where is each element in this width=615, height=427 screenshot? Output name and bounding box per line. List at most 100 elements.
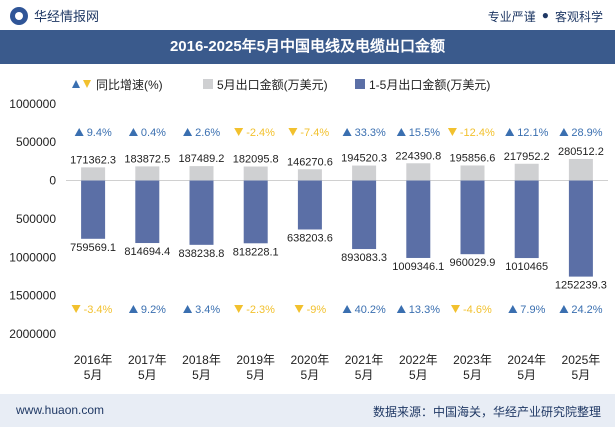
bar-monthly — [352, 165, 377, 181]
growth-monthly-label: -7.4% — [300, 127, 329, 139]
data-label-monthly: 182095.8 — [233, 154, 279, 166]
bar-monthly — [514, 163, 539, 181]
chart-title: 2016-2025年5月中国电线及电缆出口金额 — [169, 38, 446, 55]
growth-cumulative-down-icon — [71, 305, 81, 313]
growth-cumulative-label: -4.6% — [463, 304, 492, 316]
bar-cumulative — [81, 180, 106, 239]
legend-growth-down-icon — [83, 80, 91, 88]
bar-cumulative — [460, 180, 485, 255]
data-label-cumulative: 759569.1 — [70, 242, 116, 254]
legend-growth-up-icon — [72, 80, 80, 88]
growth-monthly-label: -12.4% — [460, 127, 495, 139]
data-label-cumulative: 1010465 — [505, 261, 548, 273]
x-tick-label: 2023年 5月 — [453, 353, 492, 382]
growth-cumulative-label: 13.3% — [409, 304, 440, 316]
growth-cumulative-up-icon — [128, 305, 138, 313]
y-tick-label: 500000 — [16, 212, 56, 226]
bar-cumulative — [243, 180, 268, 244]
growth-cumulative-up-icon — [396, 305, 406, 313]
x-tick-label: 2017年 5月 — [128, 353, 167, 382]
tagline-left: 专业严谨 — [487, 10, 536, 24]
bar-cumulative — [514, 180, 539, 259]
data-label-cumulative: 1009346.1 — [392, 261, 444, 273]
growth-cumulative-down-icon — [451, 305, 460, 313]
x-tick-label: 2024年 5月 — [507, 353, 546, 382]
legend-series-cumulative-swatch — [355, 79, 365, 89]
growth-monthly-down-icon — [234, 128, 244, 136]
growth-monthly-label: 28.9% — [571, 127, 602, 139]
bar-monthly — [406, 163, 431, 181]
legend-series-monthly-swatch — [203, 79, 213, 89]
data-label-monthly: 224390.8 — [395, 150, 441, 162]
data-label-monthly: 280512.2 — [558, 146, 604, 158]
growth-cumulative-label: -3.4% — [84, 304, 113, 316]
data-label-monthly: 194520.3 — [341, 153, 387, 165]
growth-cumulative-label: 24.2% — [571, 304, 602, 316]
x-tick-label: 2018年 5月 — [182, 353, 221, 382]
bar-monthly — [189, 166, 214, 181]
data-label-monthly: 195856.6 — [450, 152, 496, 164]
growth-cumulative-label: 3.4% — [195, 304, 220, 316]
data-label-monthly: 187489.2 — [179, 153, 225, 165]
footer: www.huaon.com 数据来源：中国海关，华经产业研究院整理 — [0, 394, 615, 427]
brand-logo-icon — [10, 6, 28, 25]
data-label-monthly: 146270.6 — [287, 156, 333, 168]
x-tick-label: 2022年 5月 — [399, 353, 438, 382]
data-label-monthly: 217952.2 — [504, 151, 550, 163]
growth-cumulative-label: 9.2% — [141, 304, 166, 316]
growth-monthly-up-icon — [559, 128, 569, 136]
bar-monthly — [135, 166, 160, 181]
top-bar: 华经情报网 专业严谨 ● 客观科学 — [0, 0, 615, 30]
brand-name: 华经情报网 — [34, 9, 100, 24]
bar-monthly — [460, 165, 485, 181]
legend-series-cumulative-label: 1-5月出口金额(万美元) — [369, 77, 490, 92]
y-tick-label: 2000000 — [9, 327, 56, 341]
bar-cumulative — [297, 180, 322, 230]
x-tick-label: 2025年 5月 — [562, 353, 601, 382]
growth-monthly-label: 33.3% — [355, 127, 386, 139]
growth-monthly-down-icon — [447, 128, 457, 136]
x-tick-label: 2019年 5月 — [236, 353, 275, 382]
growth-monthly-up-icon — [342, 128, 352, 136]
growth-cumulative-down-icon — [234, 305, 244, 313]
growth-monthly-label: 9.4% — [87, 127, 112, 139]
bar-monthly — [81, 167, 106, 181]
tagline: 专业严谨 ● 客观科学 — [488, 8, 603, 25]
legend-series-monthly-label: 5月出口金额(万美元) — [217, 77, 328, 92]
brand[interactable]: 华经情报网 — [10, 6, 99, 25]
title-bar: 2016-2025年5月中国电线及电缆出口金额 — [0, 30, 615, 64]
bar-monthly — [297, 169, 322, 181]
data-label-monthly: 171362.3 — [70, 154, 116, 166]
y-tick-label: 1000000 — [9, 250, 56, 264]
legend-growth-label: 同比增速(%) — [96, 78, 163, 92]
bar-monthly — [243, 166, 268, 181]
growth-cumulative-label: 40.2% — [355, 304, 386, 316]
bar-cumulative — [189, 180, 214, 245]
y-tick-label: 0 — [49, 174, 56, 188]
data-label-cumulative: 814694.4 — [124, 246, 170, 258]
data-label-cumulative: 1252239.3 — [555, 280, 607, 292]
footer-site[interactable]: www.huaon.com — [16, 403, 105, 417]
growth-monthly-up-icon — [74, 128, 84, 136]
growth-cumulative-label: -9% — [307, 304, 327, 316]
growth-monthly-up-icon — [396, 128, 406, 136]
bar-monthly — [568, 158, 593, 181]
y-tick-label: 1000000 — [9, 97, 56, 111]
data-label-monthly: 183872.5 — [124, 153, 170, 165]
data-label-cumulative: 960029.9 — [450, 257, 496, 269]
x-tick-label: 2020年 5月 — [291, 353, 330, 382]
data-label-cumulative: 638203.6 — [287, 232, 333, 244]
x-tick-label: 2016年 5月 — [74, 353, 113, 382]
growth-cumulative-label: -2.3% — [246, 304, 275, 316]
growth-cumulative-up-icon — [342, 305, 352, 313]
growth-monthly-label: 12.1% — [517, 127, 548, 139]
footer-source: 数据来源：中国海关，华经产业研究院整理 — [372, 405, 601, 419]
bar-cumulative — [568, 180, 593, 277]
y-tick-label: 500000 — [16, 135, 56, 149]
tagline-separator: ● — [541, 8, 549, 22]
growth-cumulative-up-icon — [183, 305, 193, 313]
chart: 同比增速(%) 5月出口金额(万美元) 1-5月出口金额(万美元) 1000000 50… — [9, 77, 608, 382]
bar-cumulative — [406, 180, 431, 258]
growth-monthly-down-icon — [288, 128, 298, 136]
